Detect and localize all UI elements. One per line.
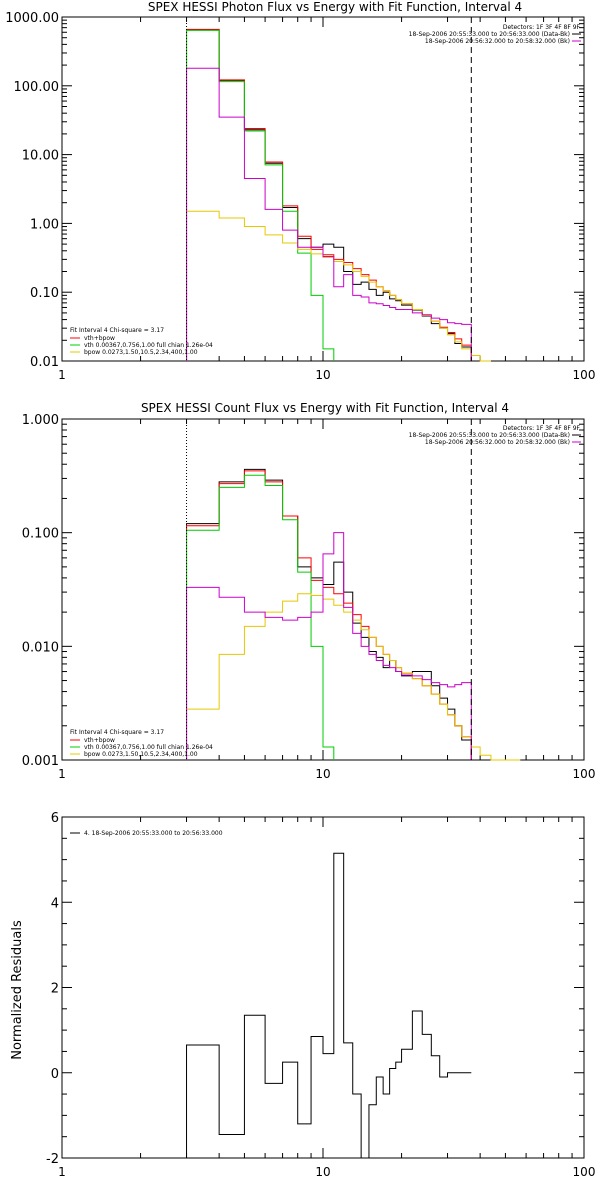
photon-flux-title: SPEX HESSI Photon Flux vs Energy with Fi… xyxy=(148,0,522,14)
photon-flux-series-bk xyxy=(186,67,472,361)
count-flux-data-bk-label: 18-Sep-2006 20:55:33.000 to 20:56:33.000… xyxy=(409,432,570,439)
photon-flux-series-bpow xyxy=(186,210,491,362)
photon-flux-y-tick-label: 10.00 xyxy=(22,149,59,164)
count-flux-total-label: vth+bpow xyxy=(84,737,115,744)
photon-flux-data-bk-label: 18-Sep-2006 20:55:33.000 to 20:56:33.000… xyxy=(409,31,570,38)
photon-flux-x-tick-label: 10 xyxy=(315,368,330,382)
photon-flux-y-tick-label: 1.00 xyxy=(30,217,59,232)
photon-flux-x-tick-label: 1 xyxy=(58,368,66,382)
photon-flux-fit-interval-label: Fit Interval 4 Chi-square = 3.17 xyxy=(70,327,164,334)
residuals-panel: Normalized Residuals 1 10 100 -2 0 2 4 6 4. 18-… xyxy=(10,811,595,1179)
residuals-x-tick-label: 10 xyxy=(315,1165,330,1179)
residuals-y-tick-label: -2 xyxy=(46,1152,59,1167)
residuals-y-tick-label: 0 xyxy=(51,1067,59,1082)
count-flux-x-tick-label: 1 xyxy=(58,767,66,781)
count-flux-x-tick-label: 10 xyxy=(315,767,330,781)
residuals-legend-label: 4. 18-Sep-2006 20:55:33.000 to 20:56:33.… xyxy=(84,830,223,837)
count-flux-y-tick-label: 0.100 xyxy=(22,527,59,542)
count-flux-ticks: 1 10 100 0.001 0.010 0.100 1.000 xyxy=(22,413,596,781)
count-flux-series-bk xyxy=(186,532,472,760)
residuals-y-axis-label: Normalized Residuals xyxy=(10,920,25,1060)
residuals-series-data xyxy=(186,852,472,1159)
residuals-x-tick-label: 100 xyxy=(573,1165,596,1179)
count-flux-x-tick-label: 100 xyxy=(573,767,596,781)
count-flux-series-vth xyxy=(186,474,335,760)
count-flux-bpow-label: bpow 0.0273,1.50,10.5,2.34,400,1.00 xyxy=(84,751,198,758)
photon-flux-vth-label: vth 0.00367,0.756,1.00 full chian 1.26e-… xyxy=(84,342,213,349)
count-flux-panel: SPEX HESSI Count Flux vs Energy with Fit… xyxy=(22,401,596,781)
photon-flux-y-tick-label: 0.10 xyxy=(30,286,59,301)
count-flux-y-tick-label: 0.010 xyxy=(22,640,59,655)
photon-flux-y-tick-label: 1000.00 xyxy=(5,11,59,26)
count-flux-y-tick-label: 1.000 xyxy=(22,413,59,428)
residuals-legend: 4. 18-Sep-2006 20:55:33.000 to 20:56:33.… xyxy=(70,830,223,837)
residuals-x-tick-label: 1 xyxy=(58,1165,66,1179)
photon-flux-ticks: 1 10 100 0.01 0.10 1.00 10.00 100.00 1000.00 xyxy=(5,11,595,382)
count-flux-vlines xyxy=(186,419,472,760)
count-flux-bk-label: 18-Sep-2006 20:56:32.000 to 20:58:32.000… xyxy=(425,439,570,446)
residuals-y-tick-label: 6 xyxy=(51,811,59,826)
count-flux-y-tick-label: 0.001 xyxy=(22,754,59,769)
photon-flux-panel: SPEX HESSI Photon Flux vs Energy with Fi… xyxy=(5,0,595,382)
count-flux-series xyxy=(186,468,521,761)
photon-flux-series xyxy=(186,28,491,362)
photon-flux-detectors-label: Detectors: 1F 3F 4F 8F 9F xyxy=(503,24,581,31)
residuals-y-tick-label: 2 xyxy=(51,982,59,997)
photon-flux-y-tick-label: 100.00 xyxy=(14,80,60,95)
photon-flux-bpow-label: bpow 0.0273,1.50,10.5,2.34,400,1.00 xyxy=(84,349,198,356)
count-flux-vth-label: vth 0.00367,0.756,1.00 full chian 1.26e-… xyxy=(84,744,213,751)
residuals-y-tick-label: 4 xyxy=(51,896,59,911)
count-flux-title: SPEX HESSI Count Flux vs Energy with Fit… xyxy=(141,401,509,415)
count-flux-fit-interval-label: Fit Interval 4 Chi-square = 3.17 xyxy=(70,729,164,736)
count-flux-legend: Detectors: 1F 3F 4F 8F 9F 18-Sep-2006 20… xyxy=(70,425,581,758)
photon-flux-x-tick-label: 100 xyxy=(573,368,596,382)
photon-flux-total-label: vth+bpow xyxy=(84,335,115,342)
residuals-ticks: 1 10 100 -2 0 2 4 6 xyxy=(46,811,595,1179)
photon-flux-y-tick-label: 0.01 xyxy=(30,355,59,370)
count-flux-series-bpow xyxy=(186,593,521,761)
count-flux-detectors-label: Detectors: 1F 3F 4F 8F 9F xyxy=(503,425,581,432)
photon-flux-vlines xyxy=(186,17,472,361)
residuals-series xyxy=(186,852,472,1159)
photon-flux-bk-label: 18-Sep-2006 20:56:32.000 to 20:58:32.000… xyxy=(425,38,570,45)
photon-flux-legend: Detectors: 1F 3F 4F 8F 9F 18-Sep-2006 20… xyxy=(70,24,581,356)
